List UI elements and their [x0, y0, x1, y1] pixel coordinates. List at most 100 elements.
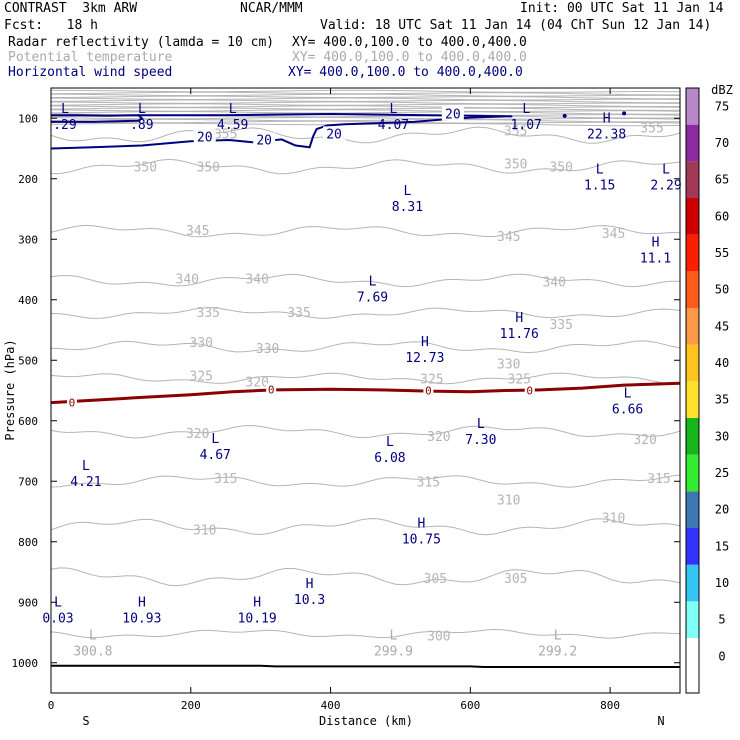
theta-contour	[50, 118, 681, 123]
theta-contour	[50, 99, 681, 104]
reflectivity-label: 0	[425, 385, 432, 398]
theta-label: 325	[420, 372, 443, 387]
theta-contour	[50, 307, 681, 319]
colorbar-level-label: 50	[715, 283, 729, 297]
colorbar-level-label: 5	[718, 613, 725, 627]
theta-label: 355	[640, 121, 663, 136]
colorbar-swatch	[686, 88, 699, 125]
field-theta-xy: XY= 400.0,100.0 to 400.0,400.0	[292, 50, 527, 65]
extremum-value: 1.15	[584, 179, 615, 194]
wind-label: 20	[326, 127, 342, 142]
wind-contour-dot	[562, 113, 567, 118]
reflectivity-label-bg	[66, 396, 77, 409]
theta-label: 320	[245, 375, 268, 390]
y-axis-label: Pressure (hPa)	[3, 339, 17, 440]
colorbar-swatch	[686, 528, 699, 565]
theta-contour	[50, 107, 681, 111]
theta-contour	[50, 158, 681, 175]
theta-contour	[50, 105, 681, 109]
high-marker: H	[515, 311, 523, 326]
low-marker: L	[211, 432, 219, 447]
colorbar-swatch	[686, 564, 699, 602]
theta-label: 335	[197, 306, 220, 321]
field-reflectivity: Radar reflectivity (lamda = 10 cm)	[8, 35, 275, 50]
y-tick-label: 700	[18, 475, 38, 488]
theta-label: 350	[549, 161, 572, 176]
extremum-value: .29	[53, 118, 76, 133]
low-marker: L	[54, 595, 62, 610]
y-tick-label: 400	[18, 294, 38, 307]
high-marker: H	[652, 235, 660, 250]
valid-time: Valid: 18 UTC Sat 11 Jan 14 (04 ChT Sun …	[320, 18, 712, 33]
theta-contour	[50, 126, 681, 144]
wind-contour	[50, 115, 506, 150]
theta-contour	[50, 273, 681, 288]
low-marker: L	[89, 629, 97, 644]
low-marker: L	[390, 102, 398, 117]
y-tick-label: 300	[18, 233, 38, 246]
wind-contour	[51, 114, 144, 123]
colorbar-swatch	[686, 308, 699, 345]
theta-label: 315	[647, 472, 670, 487]
colorbar-level-label: 20	[715, 503, 729, 517]
theta-contour	[50, 567, 681, 587]
extremum-value: 8.31	[392, 200, 423, 215]
extremum-value: 299.2	[538, 645, 577, 660]
low-marker: L	[554, 629, 562, 644]
field-theta: Potential temperature	[8, 50, 173, 65]
low-marker: L	[369, 275, 377, 290]
theta-label: 330	[256, 342, 279, 357]
x-tick-label: 0	[48, 699, 55, 712]
extremum-value: 10.75	[402, 533, 441, 548]
colorbar-frame	[685, 87, 700, 694]
theta-label: 305	[504, 572, 527, 587]
high-marker: H	[253, 595, 261, 610]
extremum-value: 4.67	[200, 448, 231, 463]
high-marker: H	[306, 577, 314, 592]
high-marker: H	[417, 517, 425, 532]
colorbar-swatch	[686, 271, 699, 308]
extremum-value: 10.93	[122, 611, 161, 626]
theta-label: 320	[427, 430, 450, 445]
theta-label: 350	[197, 161, 220, 176]
theta-label: 340	[245, 273, 268, 288]
model-title: CONTRAST 3km ARW	[4, 1, 138, 16]
extremum-value: 299.9	[374, 645, 413, 660]
reflectivity-label: 0	[268, 383, 275, 396]
x-tick-label: 400	[321, 699, 341, 712]
colorbar-swatch	[686, 491, 699, 528]
extremum-value: 0.03	[42, 611, 73, 626]
colorbar-swatch	[686, 124, 699, 162]
theta-label: 355	[504, 124, 527, 139]
low-marker: L	[477, 417, 485, 432]
colorbar-swatch	[686, 601, 699, 638]
theta-label: 310	[193, 524, 216, 539]
theta-label: 330	[497, 357, 520, 372]
theta-label: 345	[497, 230, 520, 245]
theta-label: 310	[602, 512, 625, 527]
theta-label: 345	[186, 224, 209, 239]
colorbar-swatch	[686, 198, 699, 235]
extremum-value: 11.1	[640, 251, 671, 266]
field-reflectivity-xy: XY= 400.0,100.0 to 400.0,400.0	[292, 35, 527, 50]
extremum-value: 6.66	[612, 403, 643, 418]
theta-contour	[50, 518, 681, 536]
extremum-value: 6.08	[374, 451, 405, 466]
x-axis-label: Distance (km)	[319, 714, 413, 728]
high-marker: H	[603, 111, 611, 126]
theta-label: 350	[504, 158, 527, 173]
colorbar-swatch	[686, 638, 699, 693]
colorbar-level-label: 35	[715, 393, 729, 407]
theta-contour	[50, 424, 681, 439]
theta-contour	[50, 111, 681, 115]
reflectivity-label: 0	[69, 397, 76, 410]
theta-contour	[50, 103, 680, 107]
theta-label: 320	[186, 427, 209, 442]
theta-contour	[50, 474, 681, 488]
extremum-value: 11.76	[500, 327, 539, 342]
wind-label: 20	[256, 133, 272, 148]
theta-label: 330	[190, 336, 213, 351]
theta-contour	[50, 116, 681, 120]
init-time: Init: 00 UTC Sat 11 Jan 14	[520, 1, 724, 16]
